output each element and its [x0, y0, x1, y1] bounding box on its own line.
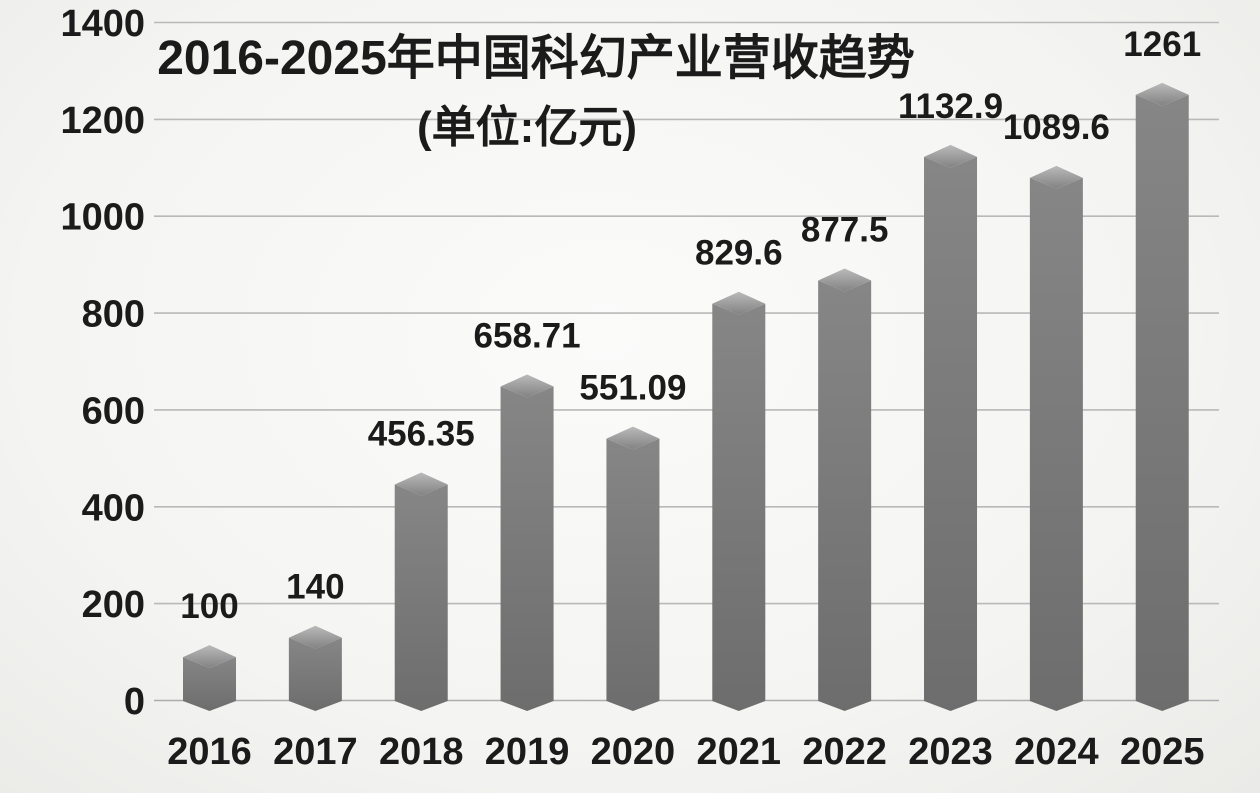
- bar-front-2025: [1135, 94, 1189, 711]
- bar-2025: [1135, 82, 1189, 711]
- bar-2023: [924, 144, 978, 711]
- bar-front-2019: [500, 386, 554, 711]
- x-tick-2018: 2018: [379, 731, 464, 773]
- y-tick-600: 600: [82, 390, 145, 432]
- x-tick-2020: 2020: [591, 731, 676, 773]
- y-tick-800: 800: [82, 294, 145, 336]
- bar-front-2016: [183, 657, 236, 711]
- bar-top-2024: [1029, 165, 1083, 189]
- value-label-2020: 551.09: [579, 369, 686, 408]
- y-tick-1200: 1200: [60, 100, 145, 142]
- value-labels: 100 140 456.35 658.71 551.09 829.6 877.5 1132.9…: [180, 25, 1201, 626]
- value-label-2025: 1261: [1123, 25, 1201, 64]
- x-tick-2025: 2025: [1120, 731, 1205, 773]
- bar-front-2018: [394, 484, 448, 711]
- bar-top-2017: [288, 625, 342, 649]
- x-tick-2016: 2016: [167, 731, 252, 773]
- value-label-2018: 456.35: [368, 415, 475, 454]
- value-label-2024: 1089.6: [1003, 108, 1110, 147]
- bar-top-2021: [712, 291, 766, 315]
- y-tick-1000: 1000: [60, 197, 145, 239]
- y-tick-0: 0: [124, 681, 145, 723]
- x-tick-2024: 2024: [1014, 731, 1099, 773]
- value-label-2016: 100: [180, 587, 238, 626]
- gridlines: [154, 21, 1219, 702]
- bar-front-2024: [1029, 177, 1083, 712]
- y-tick-1400: 1400: [60, 3, 145, 45]
- bar-2022: [818, 268, 872, 711]
- chart-title: 2016-2025年中国科幻产业营收趋势: [157, 32, 915, 85]
- bar-front-2023: [924, 156, 978, 711]
- chart-subtitle: (单位:亿元): [417, 103, 637, 152]
- y-tick-200: 200: [82, 584, 145, 626]
- bar-top-2025: [1135, 82, 1189, 106]
- bar-top-2018: [394, 472, 448, 496]
- x-tick-2017: 2017: [273, 731, 358, 773]
- value-label-2022: 877.5: [801, 211, 889, 250]
- bar-front-2020: [606, 438, 660, 711]
- bar-2021: [712, 291, 766, 711]
- y-tick-400: 400: [82, 487, 145, 529]
- value-label-2023: 1132.9: [898, 87, 1003, 126]
- x-tick-2019: 2019: [485, 731, 570, 773]
- bar-2020: [606, 426, 660, 711]
- bar-2019: [500, 374, 554, 711]
- value-label-2021: 829.6: [695, 234, 783, 273]
- bar-front-2021: [712, 303, 766, 711]
- bar-top-2022: [818, 268, 872, 292]
- bar-2017: [288, 625, 342, 711]
- value-label-2019: 658.71: [474, 317, 581, 356]
- bar-front-2022: [818, 280, 872, 711]
- x-tick-2022: 2022: [802, 731, 887, 773]
- bars: [183, 82, 1189, 712]
- bar-2024: [1029, 165, 1083, 712]
- bar-top-2019: [500, 374, 554, 398]
- bar-front-2017: [288, 637, 342, 711]
- bar-top-2023: [924, 144, 978, 168]
- x-tick-2021: 2021: [697, 731, 782, 773]
- axis-labels: 0 200 400 600 800 1000 1200 1400 2016 2017 2018 201…: [60, 3, 1204, 773]
- value-label-2017: 140: [286, 568, 344, 607]
- x-tick-2023: 2023: [908, 731, 993, 773]
- bar-2016: [183, 645, 236, 711]
- bar-top-2020: [606, 426, 660, 450]
- bar-top-2016: [183, 645, 236, 669]
- bar-2018: [394, 472, 448, 711]
